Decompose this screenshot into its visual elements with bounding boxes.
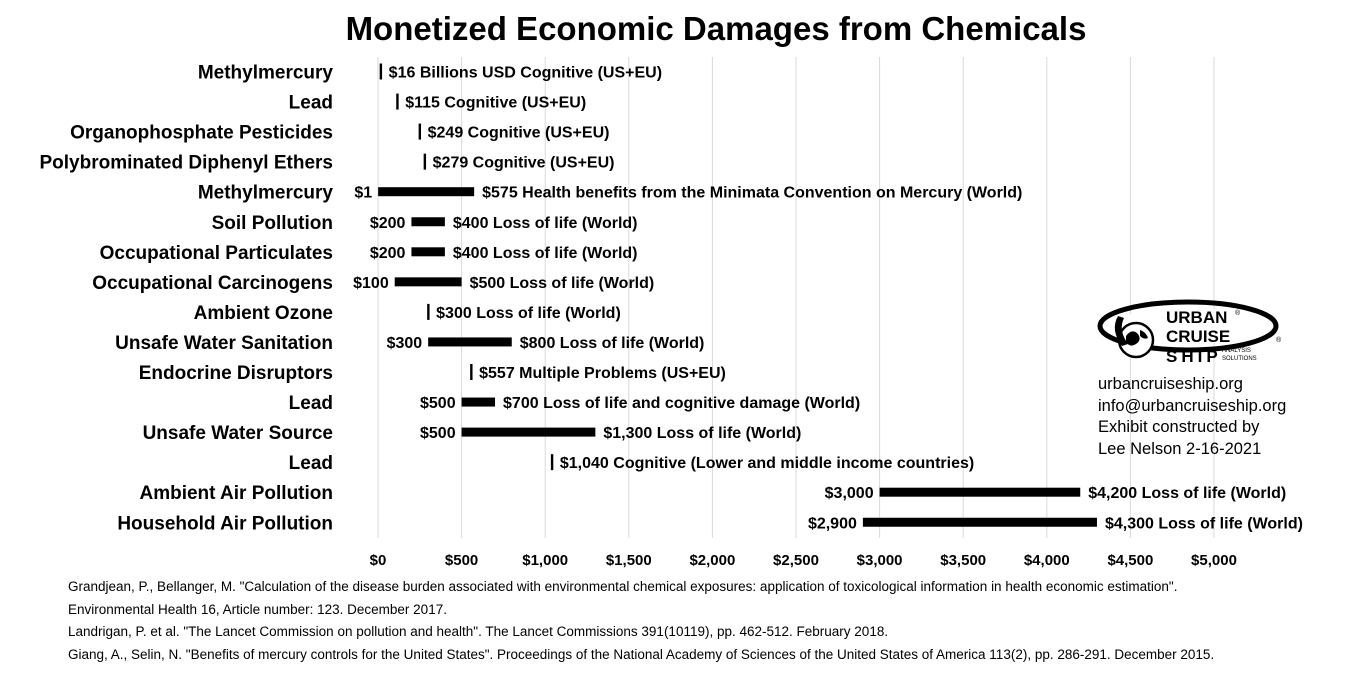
category-label: Lead	[289, 93, 333, 114]
bar-value-label: $115 Cognitive (US+EU)	[405, 95, 586, 112]
bar-high-label: $575 Health benefits from the Minimata C…	[482, 185, 1022, 202]
reference-line: Grandjean, P., Bellanger, M. "Calculatio…	[68, 579, 1178, 594]
bar-low-label: $200	[370, 245, 406, 262]
x-tick-label: $2,000	[689, 552, 735, 569]
point-marker	[550, 454, 554, 471]
x-tick-label: $3,500	[940, 552, 986, 569]
category-label: Methylmercury	[198, 63, 334, 84]
contact-credit-line1: Exhibit constructed by	[1098, 418, 1260, 436]
category-label: Soil Pollution	[212, 213, 333, 234]
range-bar	[394, 277, 462, 287]
category-label: Polybrominated Diphenyl Ethers	[40, 153, 334, 174]
bar-value-label: $300 Loss of life (World)	[436, 305, 621, 322]
bar-low-label: $3,000	[825, 485, 874, 502]
point-marker	[379, 63, 383, 80]
category-label: Methylmercury	[198, 183, 334, 204]
category-label: Occupational Particulates	[100, 243, 333, 264]
bar-high-label: $4,300 Loss of life (World)	[1105, 515, 1303, 532]
category-labels: Methylmercury Lead Organophosphate Pestici…	[40, 63, 334, 535]
range-bar	[411, 217, 445, 227]
category-label: Lead	[289, 393, 333, 414]
bar-value-label: $16 Billions USD Cognitive (US+EU)	[389, 65, 662, 82]
grid-lines	[377, 57, 1215, 538]
range-bar	[411, 247, 445, 257]
range-bar	[378, 187, 475, 197]
logo-registered-mark-2: ®	[1276, 336, 1282, 344]
point-marker	[470, 364, 473, 380]
bar-high-label: $800 Loss of life (World)	[520, 335, 705, 352]
reference-line: Environmental Health 16, Article number:…	[68, 601, 447, 617]
x-axis-ticks: $0 $500 $1,000 $1,500 $2,000 $2,500 $3,000 $3,5…	[370, 552, 1237, 569]
logo-line2: CRUISE	[1166, 327, 1230, 346]
bar-low-label: $2,900	[808, 515, 857, 532]
bar-low-label: $200	[370, 215, 406, 232]
range-bar	[461, 397, 496, 407]
bar-low-label: $300	[387, 335, 423, 352]
reference-line: Giang, A., Selin, N. "Benefits of mercur…	[68, 646, 1215, 662]
x-tick-label: $1,000	[522, 552, 568, 569]
contact-website: urbancruiseship.org	[1098, 375, 1243, 393]
bar-high-label: $400 Loss of life (World)	[453, 215, 638, 232]
bar-low-label: $500	[420, 395, 456, 412]
x-tick-label: $1,500	[606, 552, 652, 569]
contact-block: urbancruiseship.org info@urbancruiseship…	[1098, 374, 1286, 460]
bar-high-label: $400 Loss of life (World)	[453, 245, 638, 262]
bar-high-label: $4,200 Loss of life (World)	[1088, 485, 1286, 502]
x-tick-label: $3,000	[857, 552, 903, 569]
contact-email: info@urbancruiseship.org	[1098, 396, 1287, 415]
bar-high-label: $700 Loss of life and cognitive damage (…	[503, 395, 860, 412]
x-tick-label: $4,000	[1024, 552, 1070, 569]
point-marker	[427, 303, 430, 320]
bar-low-label: $1	[354, 185, 372, 202]
contact-credit-line2: Lee Nelson 2-16-2021	[1098, 439, 1262, 458]
references: Grandjean, P., Bellanger, M. "Calculatio…	[68, 576, 1214, 666]
range-bar	[428, 337, 512, 347]
category-label: Unsafe Water Sanitation	[115, 333, 333, 354]
category-label: Unsafe Water Source	[143, 423, 333, 444]
bars: $16 Billions USD Cognitive (US+EU) $115 C…	[353, 63, 1303, 532]
reference-line: Landrigan, P. et al. "The Lancet Commiss…	[68, 624, 889, 639]
range-bar	[461, 427, 596, 437]
bar-low-label: $100	[353, 275, 389, 292]
bar-high-label: $500 Loss of life (World)	[470, 275, 655, 292]
category-label: Ambient Ozone	[194, 303, 333, 324]
category-label: Endocrine Disruptors	[139, 363, 333, 384]
bar-value-label: $279 Cognitive (US+EU)	[433, 155, 615, 172]
bar-value-label: $249 Cognitive (US+EU)	[428, 125, 610, 142]
point-marker	[418, 123, 422, 140]
logo-graphic: URBAN CRUISE SHIP ANALYSIS SOLUTIONS ® ®	[1097, 299, 1282, 366]
bar-value-label: $557 Multiple Problems (US+EU)	[479, 365, 726, 382]
logo-line1: URBAN	[1166, 308, 1227, 327]
bar-low-label: $500	[420, 425, 456, 442]
logo-sub2: SOLUTIONS	[1222, 356, 1257, 362]
category-label: Ambient Air Pollution	[139, 483, 333, 504]
logo-registered-mark: ®	[1235, 309, 1241, 317]
x-tick-label: $2,500	[773, 552, 819, 569]
x-tick-label: $0	[370, 552, 387, 569]
chart-title: Monetized Economic Damages from Chemical…	[346, 10, 1087, 47]
category-label: Household Air Pollution	[117, 513, 333, 534]
bar-value-label: $1,040 Cognitive (Lower and middle incom…	[560, 455, 974, 472]
range-bar	[862, 517, 1097, 527]
urban-cruise-ship-logo: URBAN CRUISE SHIP ANALYSIS SOLUTIONS ® ®	[1096, 296, 1286, 368]
range-bar	[879, 487, 1081, 497]
point-marker	[423, 153, 427, 170]
x-tick-label: $4,500	[1107, 552, 1153, 569]
logo-sub1: ANALYSIS	[1222, 348, 1251, 354]
x-tick-label: $500	[445, 552, 478, 569]
point-marker	[396, 93, 399, 110]
x-tick-label: $5,000	[1191, 552, 1237, 569]
category-label: Organophosphate Pesticides	[70, 123, 333, 144]
category-label: Lead	[289, 453, 333, 474]
bar-high-label: $1,300 Loss of life (World)	[603, 425, 801, 442]
logo-line3: SHIP	[1166, 347, 1222, 366]
category-label: Occupational Carcinogens	[92, 273, 333, 294]
